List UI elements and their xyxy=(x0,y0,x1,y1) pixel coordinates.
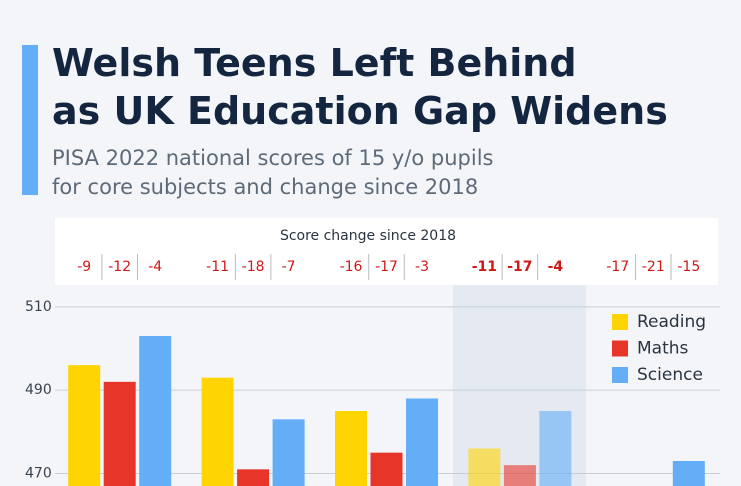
change-label: -17 xyxy=(606,259,629,275)
change-label: -21 xyxy=(642,259,665,275)
change-label: -4 xyxy=(148,259,162,275)
change-label: -15 xyxy=(677,259,700,275)
bar xyxy=(672,461,705,486)
change-label: -17 xyxy=(507,259,532,275)
chart-title: as UK Education Gap Widens xyxy=(52,89,668,133)
chart-subtitle: PISA 2022 national scores of 15 y/o pupi… xyxy=(52,146,493,170)
change-label: -7 xyxy=(282,259,296,275)
bar xyxy=(139,336,172,486)
change-label: -17 xyxy=(375,259,398,275)
legend-label: Science xyxy=(637,365,703,385)
bar xyxy=(201,377,234,486)
legend-label: Reading xyxy=(637,312,706,332)
legend-swatch xyxy=(612,340,628,357)
change-title: Score change since 2018 xyxy=(280,228,456,244)
y-tick-label: 490 xyxy=(25,382,52,398)
change-label: -11 xyxy=(472,259,497,275)
change-label: -11 xyxy=(206,259,229,275)
chart-title: Welsh Teens Left Behind xyxy=(52,41,577,85)
bar xyxy=(468,448,501,486)
bar xyxy=(503,465,536,486)
legend-swatch xyxy=(612,314,628,330)
legend-swatch xyxy=(612,367,628,383)
bar xyxy=(68,365,101,486)
title-accent xyxy=(22,45,38,195)
bar xyxy=(539,411,572,486)
change-label: -9 xyxy=(77,259,91,275)
y-tick-label: 510 xyxy=(25,299,52,315)
bar xyxy=(370,452,403,486)
legend-label: Maths xyxy=(637,339,689,359)
change-label: -16 xyxy=(340,259,363,275)
change-label: -4 xyxy=(548,259,564,275)
y-tick-label: 470 xyxy=(25,466,52,482)
bar xyxy=(406,398,438,486)
chart-subtitle: for core subjects and change since 2018 xyxy=(52,175,478,199)
bar xyxy=(335,411,367,486)
change-panel xyxy=(55,218,718,285)
bar xyxy=(237,469,270,486)
change-label: -12 xyxy=(108,259,131,275)
bar xyxy=(103,381,136,486)
change-label: -3 xyxy=(415,259,429,275)
bar xyxy=(272,419,305,486)
change-label: -18 xyxy=(242,259,265,275)
